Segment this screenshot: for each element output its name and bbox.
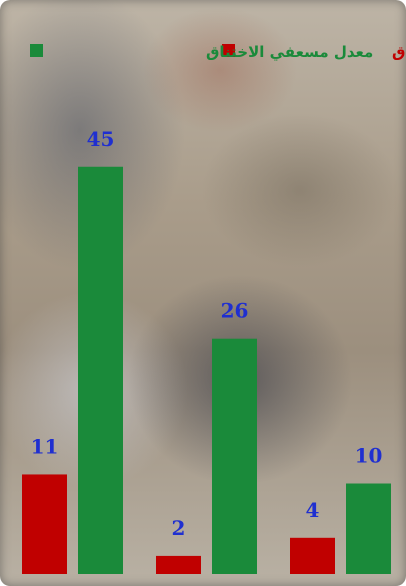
legend-swatch-series-0 xyxy=(222,44,235,57)
value-label-series-0-cat-0: 11 xyxy=(31,434,59,458)
bar-series-0-cat-2 xyxy=(290,537,335,574)
value-label-series-0-cat-1: 2 xyxy=(172,516,186,540)
bar-series-0-cat-0 xyxy=(22,474,67,574)
bar-series-1-cat-0 xyxy=(78,166,123,574)
legend-label-series-1: معدل مسعفي الاختناق xyxy=(206,43,373,61)
value-label-series-1-cat-0: 45 xyxy=(87,127,115,151)
bar-series-1-cat-2 xyxy=(346,483,391,574)
value-label-series-0-cat-2: 4 xyxy=(306,498,320,522)
bar-series-1-cat-1 xyxy=(212,338,257,574)
value-label-series-1-cat-2: 10 xyxy=(355,444,383,468)
legend: معدل وفيات الاختناق معدل مسعفي الاختناق xyxy=(30,43,406,61)
value-labels-group: 11 45 2 26 4 10 xyxy=(31,127,383,540)
legend-swatch-series-1 xyxy=(30,44,43,57)
legend-label-series-0: معدل وفيات الاختناق xyxy=(392,43,406,61)
value-label-series-1-cat-1: 26 xyxy=(221,299,249,323)
bars-group xyxy=(22,166,391,574)
bar-series-0-cat-1 xyxy=(156,555,201,574)
